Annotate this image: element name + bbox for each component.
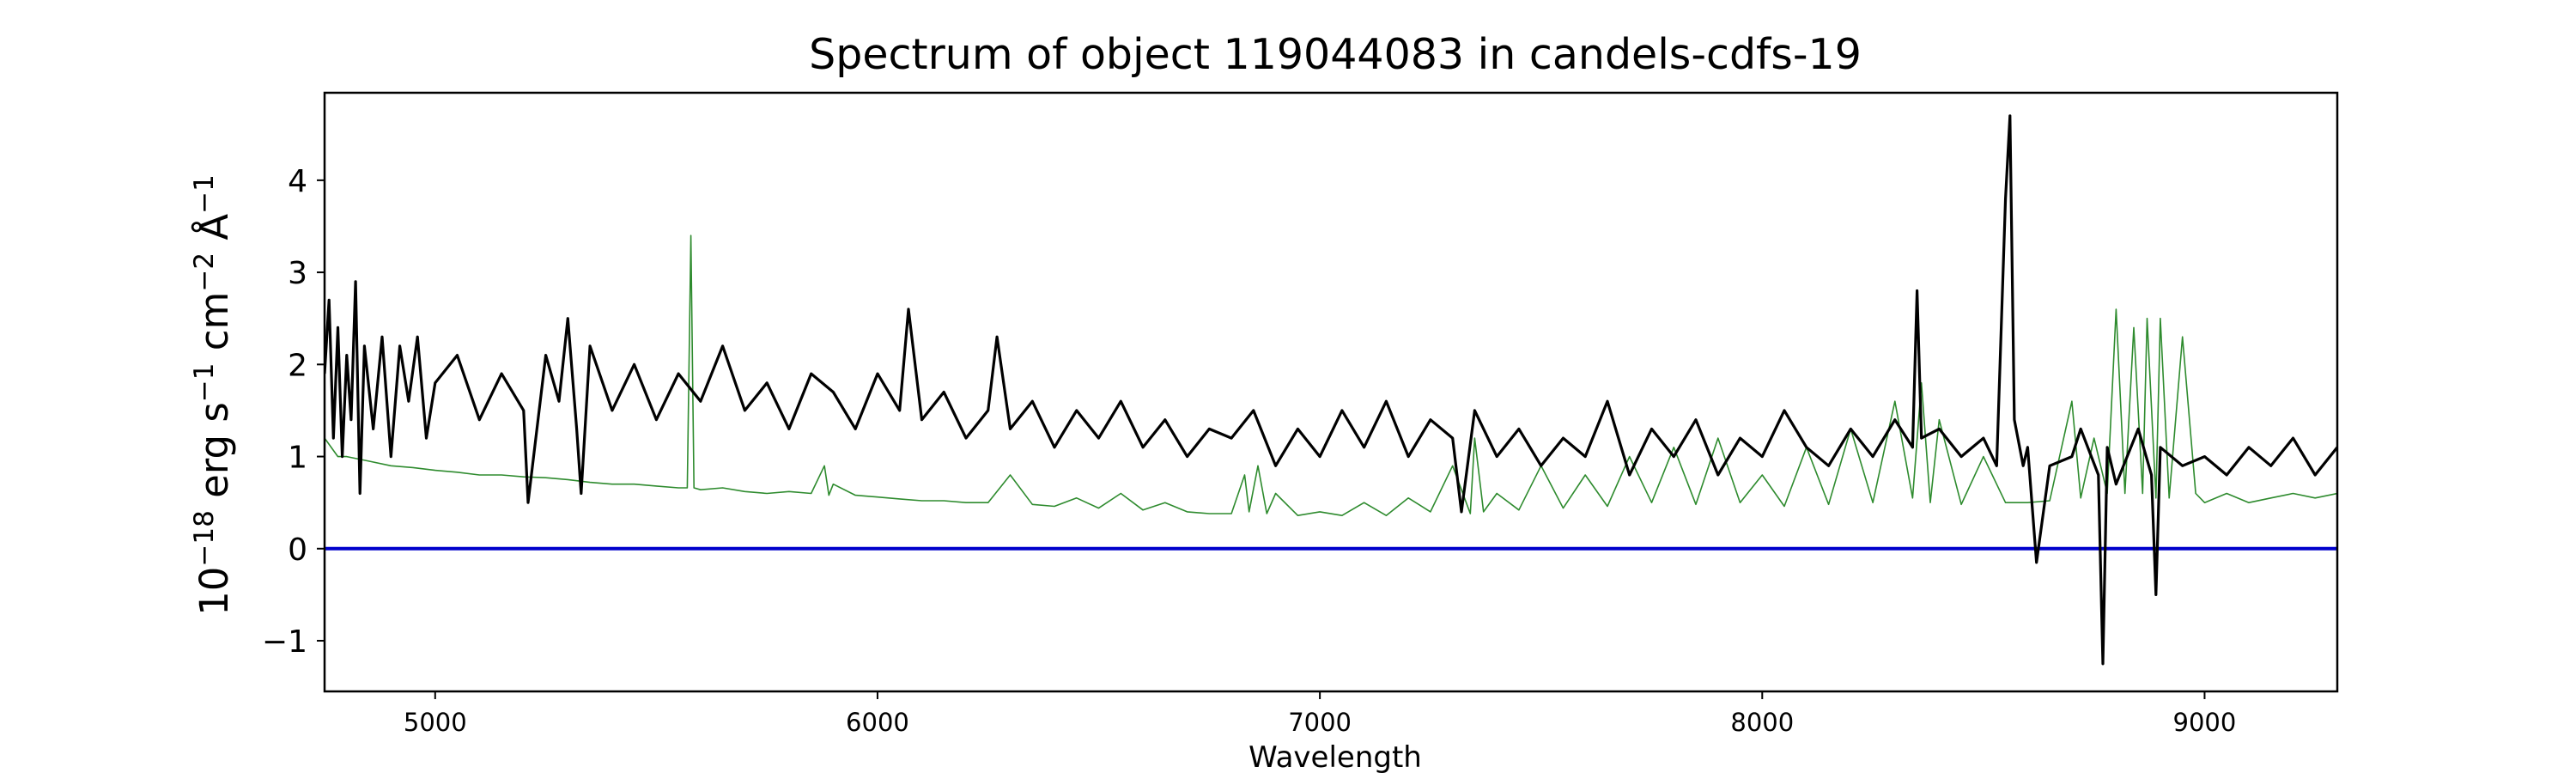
- y-axis-label-base: 10: [191, 567, 237, 616]
- x-axis-label: Wavelength: [1249, 740, 1422, 773]
- x-tick-label: 6000: [846, 708, 909, 737]
- chart-title: Spectrum of object 119044083 in candels-…: [809, 30, 1862, 79]
- y-tick-label: 0: [288, 533, 307, 568]
- y-axis-label-exp3: −2: [189, 253, 220, 292]
- series-line-flux: [325, 114, 2337, 666]
- x-tick-label: 7000: [1288, 708, 1352, 737]
- y-axis-label-t2: cm: [191, 292, 237, 363]
- x-axis-ticks: 5000 6000 7000 8000 9000: [404, 691, 2236, 737]
- y-axis-ticks: −1 0 1 2 3 4: [262, 164, 325, 660]
- y-tick-label: −1: [262, 624, 307, 660]
- y-axis-label-exp4: −1: [189, 174, 220, 214]
- y-axis-label-exp1: −18: [189, 510, 220, 566]
- y-axis-label-t1: erg s: [191, 402, 237, 510]
- y-tick-label: 4: [288, 164, 307, 199]
- y-axis-label-exp2: −1: [189, 362, 220, 402]
- plot-area: [325, 114, 2337, 666]
- x-tick-label: 5000: [404, 708, 467, 737]
- y-axis-label-t3: Å: [191, 214, 237, 253]
- series-line-sky: [325, 234, 2337, 516]
- y-tick-label: 2: [288, 348, 307, 383]
- x-tick-label: 8000: [1730, 708, 1794, 737]
- plot-frame: [323, 91, 2339, 693]
- x-tick-label: 9000: [2173, 708, 2237, 737]
- y-tick-label: 1: [288, 441, 307, 476]
- y-axis-label: 10−18 erg s−1 cm−2 Å−1: [189, 174, 237, 616]
- y-tick-label: 3: [288, 256, 307, 291]
